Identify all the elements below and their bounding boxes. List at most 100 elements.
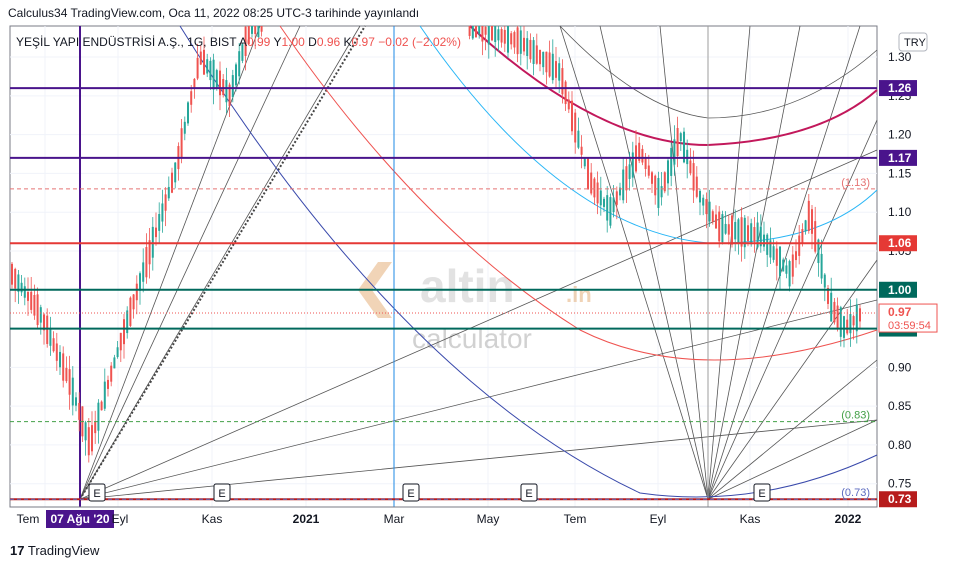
gann-fan-line xyxy=(79,299,878,500)
candle-body xyxy=(158,214,161,231)
candle-body xyxy=(222,79,225,96)
candle-body xyxy=(161,203,164,222)
candle-body xyxy=(692,163,695,191)
candle-body xyxy=(20,282,23,293)
candle-body xyxy=(619,187,621,196)
candle-body xyxy=(638,142,641,161)
candle-body xyxy=(190,91,193,105)
candle-body xyxy=(775,248,778,266)
y-tick-label: 1.30 xyxy=(888,50,912,64)
candle-body xyxy=(199,51,202,65)
currency-button[interactable] xyxy=(898,32,928,52)
x-tick-label: Eyl xyxy=(112,512,129,526)
earnings-marker[interactable] xyxy=(213,483,231,502)
candle-body xyxy=(27,291,29,301)
candle-body xyxy=(673,139,676,165)
candle-body xyxy=(833,301,836,323)
candle-body xyxy=(46,315,49,344)
candle-body xyxy=(567,99,570,110)
candle-body xyxy=(772,246,775,260)
tradingview-logo[interactable]: 17 TradingView xyxy=(10,543,99,558)
candle-body xyxy=(804,220,807,232)
candle-body xyxy=(510,33,513,45)
candle-body xyxy=(555,61,557,78)
x-tick-label: Tem xyxy=(564,512,587,526)
candle-body xyxy=(718,211,721,242)
candle-body xyxy=(564,81,567,105)
earnings-marker[interactable] xyxy=(402,483,420,502)
candle-body xyxy=(631,152,634,178)
candle-body xyxy=(750,223,753,245)
candle-body xyxy=(468,26,471,36)
candle-body xyxy=(247,26,250,45)
gann-fan-line xyxy=(79,149,878,500)
candle-body xyxy=(587,158,589,190)
candle-body xyxy=(187,102,189,124)
fib-arc-blue xyxy=(179,25,878,498)
candle-body xyxy=(711,211,714,222)
legend-part: K xyxy=(340,35,351,49)
drawings xyxy=(79,25,878,507)
level-price-label: 1.17 xyxy=(888,151,912,165)
candle-body xyxy=(641,148,644,163)
earnings-marker-label: E xyxy=(407,488,414,500)
candle-body xyxy=(523,37,525,52)
candle-body xyxy=(49,328,52,346)
gann-fan-main xyxy=(79,25,366,500)
candle-body xyxy=(715,214,717,229)
candle-body xyxy=(647,165,650,176)
earnings-marker[interactable] xyxy=(88,483,106,502)
candle-body xyxy=(689,160,692,174)
candle-body xyxy=(583,158,586,167)
gann-fan-line xyxy=(79,25,361,500)
candle-body xyxy=(779,246,781,277)
x-tick-label: May xyxy=(477,512,500,526)
candle-body xyxy=(644,157,647,169)
candle-body xyxy=(763,234,765,247)
candle-body xyxy=(244,26,247,56)
tv-logo-text: TradingView xyxy=(27,543,100,558)
candle-body xyxy=(17,274,20,292)
candle-body xyxy=(84,422,87,441)
candle-body xyxy=(622,169,625,201)
legend-part: 1.00 xyxy=(281,35,305,49)
candle-body xyxy=(155,227,157,238)
candle-body xyxy=(491,26,493,41)
candle-body xyxy=(603,198,605,207)
x-tick-label: 2022 xyxy=(835,512,862,526)
candle-body xyxy=(225,80,228,103)
candle-body xyxy=(827,288,829,304)
candle-body xyxy=(180,128,183,158)
candle-body xyxy=(251,26,253,34)
candle-body xyxy=(55,343,58,361)
candle-body xyxy=(785,265,788,274)
y-tick-label: 1.10 xyxy=(888,205,912,219)
last-price-tag xyxy=(878,303,938,333)
candle-body xyxy=(52,338,55,352)
level-price-label: 1.26 xyxy=(888,81,912,95)
publish-line: Calculus34 TradingView.com, Oca 11, 2022… xyxy=(8,6,420,20)
candle-body xyxy=(542,51,545,68)
candle-body xyxy=(119,332,122,351)
level-price-tag xyxy=(879,491,917,508)
candle-body xyxy=(731,215,733,245)
earnings-marker[interactable] xyxy=(520,483,538,502)
candle-body xyxy=(516,27,519,55)
candle-body xyxy=(11,263,13,285)
watermark-brand: altin xyxy=(420,260,515,312)
candle-body xyxy=(91,425,93,452)
candle-body xyxy=(65,367,68,382)
candle-body xyxy=(107,379,109,389)
candle-body xyxy=(724,223,727,234)
x-tick-label: 2021 xyxy=(293,512,320,526)
earnings-marker[interactable] xyxy=(753,483,771,502)
candle-body xyxy=(545,51,548,73)
candle-body xyxy=(759,226,762,247)
candle-body xyxy=(535,45,538,64)
candle-body xyxy=(254,26,257,34)
candle-body xyxy=(526,38,529,57)
candle-body xyxy=(145,247,148,278)
candle-body xyxy=(651,172,653,184)
